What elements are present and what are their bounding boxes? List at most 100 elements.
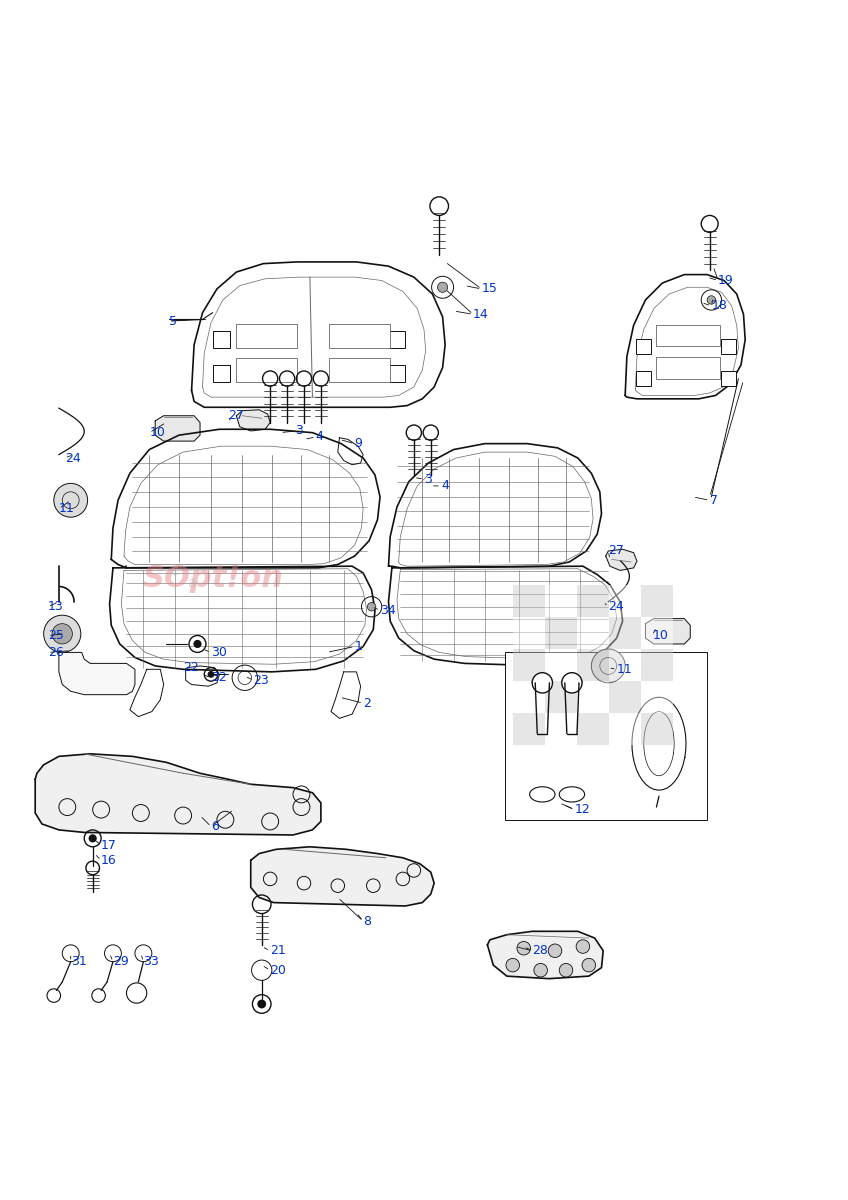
FancyBboxPatch shape bbox=[388, 365, 405, 382]
FancyBboxPatch shape bbox=[237, 359, 297, 382]
Text: 27: 27 bbox=[608, 545, 624, 558]
Bar bbox=[641, 617, 673, 649]
Text: 34: 34 bbox=[380, 604, 396, 617]
Circle shape bbox=[52, 624, 72, 644]
Text: 2: 2 bbox=[363, 697, 371, 709]
Bar bbox=[641, 713, 673, 745]
FancyBboxPatch shape bbox=[388, 331, 405, 348]
Text: 12: 12 bbox=[574, 803, 590, 816]
Text: 3: 3 bbox=[424, 473, 432, 486]
FancyBboxPatch shape bbox=[505, 652, 707, 820]
Bar bbox=[545, 713, 577, 745]
Circle shape bbox=[53, 484, 87, 517]
Circle shape bbox=[506, 959, 520, 972]
Text: 16: 16 bbox=[101, 854, 117, 866]
Bar bbox=[577, 617, 609, 649]
Text: 3: 3 bbox=[295, 425, 304, 438]
Bar bbox=[577, 649, 609, 682]
Polygon shape bbox=[36, 754, 321, 835]
FancyBboxPatch shape bbox=[329, 359, 390, 382]
Text: 23: 23 bbox=[254, 673, 269, 686]
Bar bbox=[513, 713, 545, 745]
Bar bbox=[641, 682, 673, 713]
FancyBboxPatch shape bbox=[213, 365, 230, 382]
Circle shape bbox=[43, 616, 81, 653]
FancyBboxPatch shape bbox=[656, 325, 720, 347]
FancyBboxPatch shape bbox=[636, 371, 651, 386]
Text: 6: 6 bbox=[211, 820, 219, 833]
Text: 26: 26 bbox=[47, 646, 64, 659]
Polygon shape bbox=[155, 415, 200, 442]
Polygon shape bbox=[645, 618, 690, 644]
Polygon shape bbox=[605, 550, 637, 570]
Text: 19: 19 bbox=[718, 274, 734, 287]
Polygon shape bbox=[488, 931, 603, 979]
Text: 29: 29 bbox=[113, 955, 129, 968]
Circle shape bbox=[367, 602, 376, 611]
Bar bbox=[513, 584, 545, 617]
Text: 14: 14 bbox=[473, 308, 488, 320]
Text: a: a bbox=[187, 576, 196, 590]
Text: 21: 21 bbox=[271, 944, 286, 958]
Bar bbox=[609, 584, 641, 617]
Text: 10: 10 bbox=[652, 629, 668, 642]
Bar bbox=[577, 682, 609, 713]
Text: 31: 31 bbox=[70, 955, 86, 968]
Circle shape bbox=[549, 944, 561, 958]
Text: 15: 15 bbox=[482, 282, 497, 295]
Bar bbox=[545, 584, 577, 617]
Circle shape bbox=[209, 672, 214, 677]
Text: 1: 1 bbox=[354, 640, 363, 653]
Circle shape bbox=[534, 964, 548, 977]
Bar bbox=[609, 649, 641, 682]
Text: 11: 11 bbox=[616, 662, 633, 676]
Text: 33: 33 bbox=[143, 955, 159, 968]
Circle shape bbox=[258, 1001, 265, 1008]
Circle shape bbox=[591, 649, 625, 683]
Bar bbox=[609, 682, 641, 713]
FancyBboxPatch shape bbox=[237, 324, 297, 348]
FancyBboxPatch shape bbox=[656, 358, 720, 378]
FancyBboxPatch shape bbox=[721, 338, 736, 354]
Text: 4: 4 bbox=[441, 479, 449, 492]
Polygon shape bbox=[251, 847, 434, 906]
Text: 8: 8 bbox=[363, 914, 371, 928]
Bar bbox=[609, 713, 641, 745]
Text: 22: 22 bbox=[183, 661, 199, 674]
Circle shape bbox=[576, 940, 589, 953]
Text: 30: 30 bbox=[211, 646, 227, 659]
Circle shape bbox=[707, 295, 716, 304]
Bar bbox=[513, 682, 545, 713]
Circle shape bbox=[561, 673, 582, 692]
Bar bbox=[545, 617, 577, 649]
FancyBboxPatch shape bbox=[636, 338, 651, 354]
Bar bbox=[513, 649, 545, 682]
Text: 10: 10 bbox=[149, 426, 165, 439]
Circle shape bbox=[194, 641, 201, 647]
Text: c: c bbox=[170, 564, 178, 577]
Text: 4: 4 bbox=[315, 431, 324, 443]
Text: 24: 24 bbox=[64, 451, 81, 464]
Bar bbox=[577, 584, 609, 617]
Polygon shape bbox=[237, 410, 271, 431]
FancyBboxPatch shape bbox=[213, 331, 230, 348]
Circle shape bbox=[533, 673, 553, 692]
Circle shape bbox=[559, 964, 572, 977]
Text: 25: 25 bbox=[47, 629, 64, 642]
Bar bbox=[641, 649, 673, 682]
Text: 7: 7 bbox=[710, 493, 717, 506]
Circle shape bbox=[517, 942, 531, 955]
Text: 5: 5 bbox=[169, 314, 176, 328]
Text: 13: 13 bbox=[47, 600, 64, 613]
Bar bbox=[609, 617, 641, 649]
Bar bbox=[641, 584, 673, 617]
Text: 32: 32 bbox=[211, 671, 226, 684]
Bar bbox=[513, 617, 545, 649]
Bar bbox=[545, 682, 577, 713]
Circle shape bbox=[582, 959, 595, 972]
Text: 28: 28 bbox=[533, 944, 548, 958]
FancyBboxPatch shape bbox=[329, 324, 390, 348]
Circle shape bbox=[89, 835, 96, 841]
Circle shape bbox=[438, 282, 448, 293]
Text: 20: 20 bbox=[271, 964, 286, 977]
